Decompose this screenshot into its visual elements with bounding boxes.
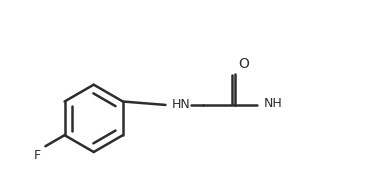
Text: F: F	[34, 149, 41, 162]
Text: HN: HN	[171, 98, 190, 112]
Text: O: O	[238, 57, 249, 71]
Text: NH: NH	[264, 97, 283, 110]
